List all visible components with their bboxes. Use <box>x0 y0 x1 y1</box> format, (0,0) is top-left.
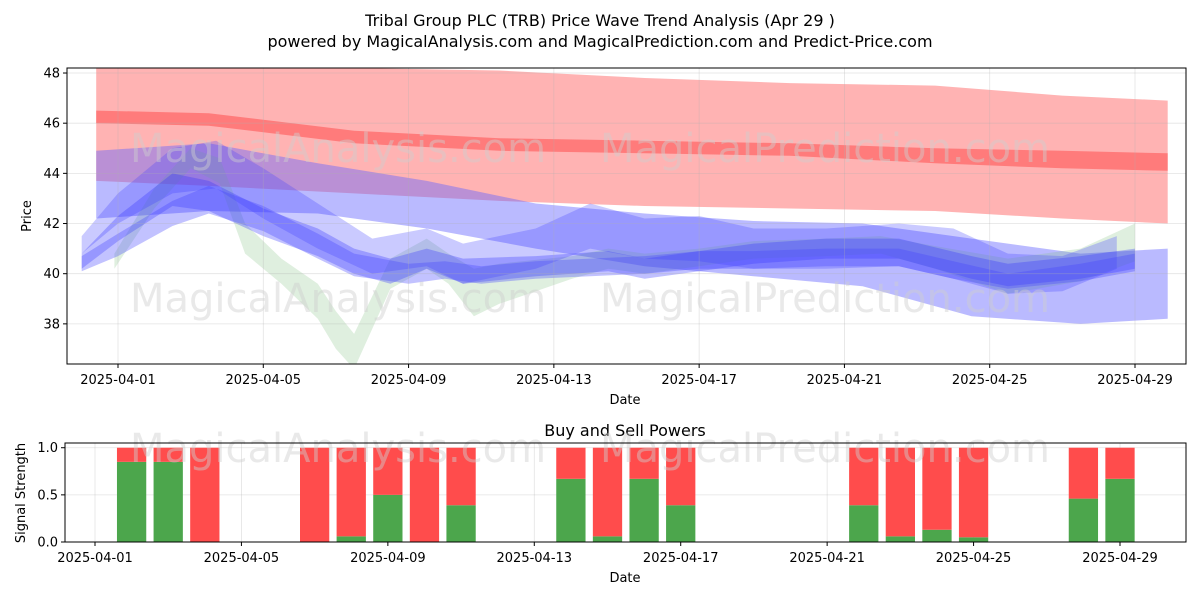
chart-title-line-1: Tribal Group PLC (TRB) Price Wave Trend … <box>364 11 835 30</box>
price-y-ticks: 38 40 42 44 46 48 <box>43 67 67 332</box>
sell-bar <box>446 447 476 506</box>
buy-bar <box>1068 498 1099 542</box>
sell-bar <box>300 447 330 542</box>
buy-bar <box>116 461 147 542</box>
signal-x-tick-label: 2025-04-17 <box>643 551 719 566</box>
signal-x-tick-label: 2025-04-21 <box>789 551 865 566</box>
buy-bar <box>849 505 879 542</box>
price-plot-frame <box>66 67 1187 365</box>
signal-x-tick-label: 2025-04-01 <box>57 551 133 566</box>
price-chart-panel: MagicalAnalysis.com MagicalPrediction.com… <box>20 67 1187 408</box>
buy-bar <box>1105 478 1135 542</box>
price-watermarks: MagicalAnalysis.com MagicalPrediction.com… <box>130 126 1050 322</box>
buy-bar <box>556 478 586 542</box>
price-y-tick-label: 48 <box>43 67 60 82</box>
price-x-tick-label: 2025-04-21 <box>807 373 883 388</box>
signal-bars <box>116 447 1135 542</box>
price-y-axis-label: Price <box>20 200 35 232</box>
signal-y-ticks: 0.0 0.5 1.0 <box>37 441 65 551</box>
price-y-tick-label: 46 <box>43 117 60 132</box>
signal-x-tick-label: 2025-04-29 <box>1082 551 1158 566</box>
buy-bar <box>153 461 183 542</box>
band-blue_wave_1 <box>81 140 1117 294</box>
band-blue_wave_2 <box>81 173 1136 287</box>
signal-y-tick-label: 0.5 <box>37 488 58 503</box>
buy-bar <box>592 536 623 542</box>
sell-bar <box>373 447 403 495</box>
buy-bar <box>336 536 366 542</box>
sell-bar <box>592 447 623 537</box>
signal-plot-frame <box>64 442 1187 543</box>
sell-bar <box>190 447 220 542</box>
chart-title-line-2: powered by MagicalAnalysis.com and Magic… <box>267 32 932 51</box>
signal-y-tick-label: 1.0 <box>37 441 58 456</box>
buy-bar <box>629 478 659 542</box>
band-green_band <box>114 148 1135 364</box>
sell-bar <box>556 447 586 479</box>
watermark-text: MagicalPrediction.com <box>600 126 1050 172</box>
watermark-text: MagicalAnalysis.com <box>130 126 546 172</box>
price-y-tick-label: 44 <box>43 167 60 182</box>
sell-bar <box>629 447 659 479</box>
signal-x-tick-label: 2025-04-09 <box>350 551 426 566</box>
buy-bar <box>958 537 989 542</box>
sell-bar <box>153 447 183 462</box>
band-red_mid_band <box>96 110 1168 171</box>
price-x-tick-label: 2025-04-09 <box>371 373 447 388</box>
sell-bar <box>666 447 696 506</box>
watermark-text: MagicalPrediction.com <box>600 426 1050 472</box>
signal-chart-panel: Buy and Sell Powers MagicalAnalysis.com M… <box>14 421 1187 586</box>
price-x-tick-label: 2025-04-29 <box>1097 373 1173 388</box>
signal-x-axis-label: Date <box>609 571 640 586</box>
watermark-text: MagicalPrediction.com <box>600 276 1050 322</box>
price-x-tick-label: 2025-04-25 <box>952 373 1028 388</box>
sell-bar <box>1105 447 1135 479</box>
sell-bar <box>336 447 366 537</box>
sell-bar <box>1068 447 1099 499</box>
buy-bar <box>885 536 915 542</box>
sell-bar <box>922 447 952 530</box>
buy-bar <box>446 505 476 542</box>
price-x-ticks: 2025-04-01 2025-04-05 2025-04-09 2025-04-13… <box>80 364 1173 388</box>
signal-y-tick-label: 0.0 <box>37 536 58 551</box>
signal-chart-title: Buy and Sell Powers <box>544 421 706 440</box>
price-grid <box>67 68 1186 364</box>
price-x-tick-label: 2025-04-17 <box>661 373 737 388</box>
price-y-tick-label: 42 <box>43 217 60 232</box>
signal-y-axis-label: Signal Strength <box>14 443 29 543</box>
signal-x-tick-label: 2025-04-25 <box>936 551 1012 566</box>
buy-bar <box>666 505 696 542</box>
sell-bar <box>849 447 879 506</box>
signal-x-ticks: 2025-04-01 2025-04-05 2025-04-09 2025-04-13… <box>57 542 1158 566</box>
signal-x-tick-label: 2025-04-13 <box>497 551 573 566</box>
price-x-tick-label: 2025-04-01 <box>80 373 156 388</box>
price-x-tick-label: 2025-04-13 <box>516 373 592 388</box>
band-blue_wave_3 <box>81 185 1136 289</box>
sell-bar <box>116 447 147 462</box>
watermark-text: MagicalAnalysis.com <box>130 426 546 472</box>
watermark-text: MagicalAnalysis.com <box>130 276 546 322</box>
buy-bar <box>922 529 952 542</box>
signal-watermarks: MagicalAnalysis.com MagicalPrediction.com <box>130 426 1050 472</box>
price-y-tick-label: 40 <box>43 267 60 282</box>
signal-x-tick-label: 2025-04-05 <box>204 551 280 566</box>
price-x-tick-label: 2025-04-05 <box>226 373 302 388</box>
sell-bar <box>409 447 440 542</box>
price-y-tick-label: 38 <box>43 317 60 332</box>
sell-bar <box>885 447 915 537</box>
sell-bar <box>958 447 989 538</box>
price-bands <box>81 68 1168 364</box>
buy-bar <box>373 494 403 542</box>
band-blue_outer_band <box>96 143 1168 324</box>
price-x-axis-label: Date <box>609 393 640 408</box>
